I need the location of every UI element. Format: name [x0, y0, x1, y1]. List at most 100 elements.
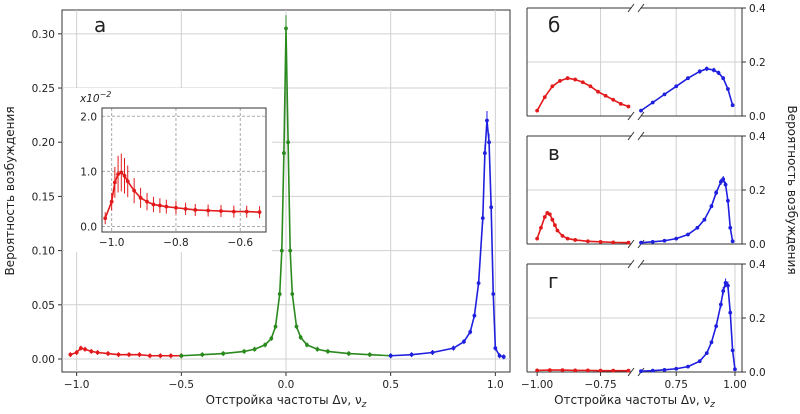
green-series-point: [284, 26, 288, 31]
small-red-series-point: [550, 84, 555, 89]
small-red-series-point: [585, 368, 590, 373]
inset-red-series-point: [119, 170, 124, 175]
y-tick-label: 0.15: [32, 191, 55, 203]
x-tick-label: −0.5: [169, 379, 195, 391]
main-panel: −1.0 −0.5 0.0 0.5 1.0 0.00 0.05 0.10 0.15 0.20 0.2…: [3, 9, 511, 410]
panel-label-a: а: [94, 13, 106, 37]
x-tick-label: 0.0: [278, 379, 295, 391]
inset-red-series-point: [164, 204, 169, 209]
inset-red-series-point: [109, 199, 114, 204]
blue-series-point: [409, 352, 414, 357]
small-red-series-point: [539, 225, 543, 230]
small-red-series-point: [611, 240, 616, 245]
red-series-point: [78, 346, 83, 351]
small-blue-series-point: [709, 204, 714, 209]
small-blue-series-point: [674, 236, 679, 241]
small-blue-series-point: [702, 217, 707, 222]
inset-red-series-point: [132, 188, 137, 193]
small-y-tick-label: 0.0: [749, 111, 766, 123]
small-blue-series-point: [650, 100, 655, 105]
small-red-series-point: [542, 215, 547, 219]
small-red-series-point: [560, 368, 565, 373]
small-blue-series-point: [721, 76, 726, 81]
inset-y-tick-label: 0.0: [80, 221, 97, 233]
blue-series-point: [497, 353, 502, 358]
small-red-series-point: [550, 217, 555, 222]
inset-red-series-point: [151, 202, 156, 207]
y-tick-label: 0.00: [32, 354, 55, 366]
inset-x-tick-label: −0.8: [163, 237, 189, 249]
small-blue-series-point: [686, 232, 690, 237]
small-red-series-point: [553, 223, 557, 228]
inset-red-series-point: [157, 203, 162, 208]
small-blue-series-point: [728, 310, 733, 315]
blue-series-point: [480, 216, 485, 220]
y-tick-label: 0.25: [32, 83, 55, 95]
inset-red-series-point: [183, 206, 188, 211]
small-red-series-point: [560, 234, 565, 238]
blue-series-point: [493, 346, 498, 351]
small-blue-series-line: [640, 281, 736, 372]
green-series-point: [325, 349, 330, 354]
small-y-tick-label: 0.2: [749, 313, 766, 325]
red-series-point: [137, 352, 142, 357]
small-blue-series-point: [730, 239, 735, 244]
x-tick-label: 0.5: [382, 379, 399, 391]
green-series-point: [282, 151, 286, 155]
small-blue-series-point: [639, 369, 643, 374]
small-red-series-point: [558, 79, 562, 83]
small-red-series-point: [565, 76, 570, 81]
blue-series-point: [388, 353, 393, 358]
green-series-point: [200, 352, 205, 357]
green-series-point: [277, 292, 282, 296]
small-red-series-point: [547, 368, 552, 373]
small-red-series-point: [573, 238, 578, 242]
small-blue-series-point: [711, 68, 716, 72]
green-series-point: [367, 352, 372, 357]
small-blue-series-point: [709, 340, 714, 345]
small-blue-series-point: [697, 69, 702, 74]
inset-red-series-point: [244, 209, 249, 214]
small-blue-series-point: [650, 239, 655, 244]
small-blue-series-point: [695, 225, 700, 230]
small-red-series-point: [580, 80, 585, 85]
green-series-point: [315, 347, 320, 352]
blue-series-point: [468, 329, 473, 334]
small-red-series-point: [598, 368, 603, 373]
small-y-tick-label: 0.0: [749, 239, 766, 251]
red-series-point: [158, 353, 163, 358]
blue-series-point: [462, 339, 466, 344]
green-series-point: [294, 324, 299, 329]
small-blue-series-point: [723, 281, 728, 285]
green-series-point: [263, 343, 267, 347]
small-y-tick-label: 0.2: [749, 57, 766, 69]
red-series-point: [116, 352, 121, 357]
axis-break-mark: [627, 131, 635, 141]
inset-red-series-point: [125, 179, 130, 184]
red-series-line: [70, 347, 182, 357]
small-x-tick-label: −1.00: [521, 379, 553, 391]
inset-red-series-point: [103, 216, 108, 221]
small-red-series-point: [565, 236, 570, 241]
small-blue-series-point: [662, 367, 667, 372]
small-blue-series-point: [726, 87, 730, 91]
inset-plot-frame: [101, 107, 267, 233]
blue-series-point: [472, 313, 477, 318]
inset-red-series-point: [257, 210, 262, 215]
inset-y-tick-label: 2.0: [80, 111, 97, 123]
small-y-tick-label: 0.0: [749, 367, 766, 379]
inset-x-tick-label: −1.0: [99, 237, 125, 249]
green-series-point: [305, 343, 309, 347]
axis-break-mark: [627, 111, 635, 121]
axis-break-mark: [637, 259, 645, 269]
small-blue-series-point: [730, 103, 735, 108]
inset-red-series-point: [122, 173, 127, 178]
main-y-axis-label: Вероятность возбуждения: [3, 106, 17, 275]
inset-scale-exponent: −2: [100, 90, 112, 99]
panel-label-d: г: [548, 269, 559, 293]
inset-red-series-point: [174, 205, 178, 210]
small-red-series-point: [626, 104, 631, 109]
green-series-point: [273, 324, 278, 329]
small-red-series-point: [596, 89, 600, 94]
red-series-point: [68, 352, 73, 357]
